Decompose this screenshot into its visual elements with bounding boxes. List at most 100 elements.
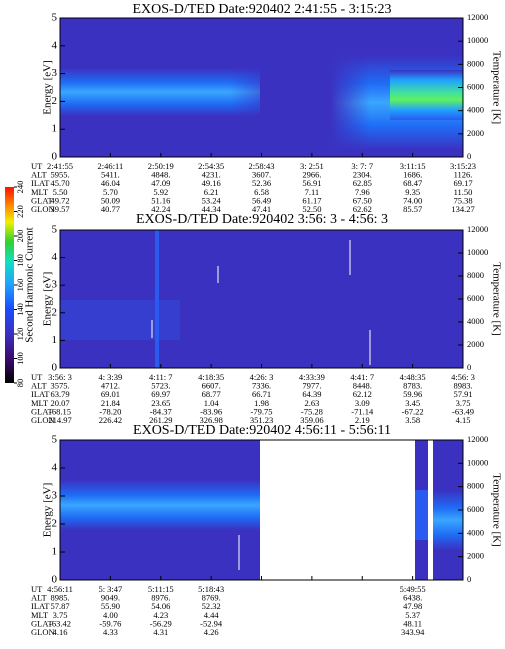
row-label: UT <box>31 584 43 594</box>
table-cell: 56.49 <box>252 195 271 205</box>
table-cell: -75.28 <box>301 406 323 416</box>
row-label: UT <box>31 372 43 382</box>
y-tick-label: 0 <box>52 574 58 586</box>
table-cell: 4:56:11 <box>47 584 73 594</box>
table-cell: -68.15 <box>49 406 71 416</box>
y-tick-label: 2 <box>52 306 58 318</box>
table-cell: 2.19 <box>355 415 370 425</box>
table-cell: 6.58 <box>254 187 269 197</box>
y2-tick-label: 6000 <box>467 504 484 514</box>
table-cell: -63.49 <box>452 406 474 416</box>
y2-tick-label: 12000 <box>467 12 488 22</box>
row-label: UT <box>31 161 43 171</box>
row-label: GLON <box>31 204 55 214</box>
row-label: GLON <box>31 415 55 425</box>
row-label: ALT <box>31 170 48 180</box>
table-cell: 69.17 <box>453 178 472 188</box>
row-label: GLON <box>31 627 55 637</box>
table-cell: -63.42 <box>49 618 71 628</box>
table-cell: 47.09 <box>151 178 170 188</box>
table-cell: 61.17 <box>302 195 321 205</box>
table-cell: 69.97 <box>151 389 170 399</box>
row-label: ILAT <box>31 389 50 399</box>
row-label: ILAT <box>31 178 50 188</box>
table-cell: 2:41:55 <box>47 161 73 171</box>
y2-tick-label: 12000 <box>467 434 488 444</box>
table-cell: 75.38 <box>453 195 472 205</box>
panel-title: EXOS-D/TED Date:920402 4:56:11 - 5:56:11 <box>133 423 391 438</box>
table-cell: 11.50 <box>454 187 473 197</box>
table-cell: 46.04 <box>101 178 121 188</box>
y2-tick-label: 0 <box>467 362 471 372</box>
y2-axis-label: Temperature [K] <box>490 473 502 546</box>
table-cell: -79.75 <box>251 406 273 416</box>
table-cell: 67.50 <box>353 195 372 205</box>
table-cell: 359.06 <box>300 415 323 425</box>
y-tick-label: 1 <box>52 334 58 346</box>
table-cell: 6438. <box>403 593 422 603</box>
table-cell: 2966. <box>302 170 321 180</box>
table-cell: 47.41 <box>252 204 271 214</box>
table-cell: 57.91 <box>453 389 472 399</box>
table-cell: 2:50:19 <box>148 161 174 171</box>
table-cell: 5: 3:47 <box>98 584 122 594</box>
table-cell: 53.24 <box>202 195 222 205</box>
table-cell: 59.96 <box>403 389 422 399</box>
table-cell: 4:48:35 <box>400 372 426 382</box>
spectrogram <box>60 230 463 368</box>
table-cell: 3.75 <box>53 610 68 620</box>
table-cell: 49.72 <box>50 195 69 205</box>
table-cell: 69.01 <box>101 389 120 399</box>
table-cell: 4712. <box>101 381 120 391</box>
table-cell: 8976. <box>151 593 170 603</box>
y2-tick-label: 6000 <box>467 293 484 303</box>
table-cell: 52.32 <box>202 601 221 611</box>
table-cell: 3:11:15 <box>400 161 426 171</box>
table-cell: 3.45 <box>405 398 420 408</box>
spectrogram <box>60 440 463 580</box>
row-label: GLAT <box>31 406 54 416</box>
row-label: MLT <box>31 187 49 197</box>
table-cell: 85.57 <box>403 204 422 214</box>
y2-tick-label: 10000 <box>467 35 488 45</box>
y-tick-label: 3 <box>52 490 58 502</box>
table-cell: 63.79 <box>50 389 69 399</box>
table-cell: 4:26: 3 <box>250 372 274 382</box>
colorbar-tick-label: 180 <box>15 254 25 267</box>
table-cell: 57.87 <box>50 601 69 611</box>
y2-tick-label: 12000 <box>467 224 488 234</box>
table-cell: -71.14 <box>351 406 374 416</box>
table-cell: 47.98 <box>403 601 422 611</box>
table-cell: 8769. <box>202 593 221 603</box>
table-cell: 3607. <box>252 170 271 180</box>
table-cell: 261.29 <box>149 415 172 425</box>
table-cell: 7.96 <box>355 187 370 197</box>
panel-title: EXOS-D/TED Date:920402 3:56: 3 - 4:56: 3 <box>136 212 388 227</box>
table-cell: 4.31 <box>153 627 168 637</box>
y-tick-label: 1 <box>52 123 58 135</box>
table-cell: 3.75 <box>456 398 471 408</box>
table-cell: 39.57 <box>50 204 69 214</box>
table-cell: 4.16 <box>53 627 68 637</box>
table-cell: 51.16 <box>151 195 170 205</box>
table-cell: 4231. <box>202 170 221 180</box>
y2-tick-label: 2000 <box>467 551 484 561</box>
table-cell: 1.04 <box>204 398 220 408</box>
y-tick-label: 5 <box>52 12 58 24</box>
table-cell: 56.91 <box>302 178 321 188</box>
colorbar-tick-label: 160 <box>15 279 25 292</box>
y2-tick-label: 10000 <box>467 247 488 257</box>
table-cell: 7336. <box>252 381 271 391</box>
spectrogram <box>60 18 463 157</box>
table-cell: 3575. <box>50 381 69 391</box>
y-tick-label: 5 <box>52 224 58 236</box>
table-cell: 5.50 <box>53 187 68 197</box>
table-cell: 8983. <box>453 381 472 391</box>
table-cell: 4:56: 3 <box>451 372 475 382</box>
table-cell: 4:41: 7 <box>350 372 374 382</box>
table-cell: 64.39 <box>302 389 321 399</box>
y2-tick-label: 0 <box>467 151 471 161</box>
colorbar-label: Second Harmonic Current <box>24 227 36 342</box>
row-label: ILAT <box>31 601 50 611</box>
table-cell: -83.96 <box>200 406 222 416</box>
